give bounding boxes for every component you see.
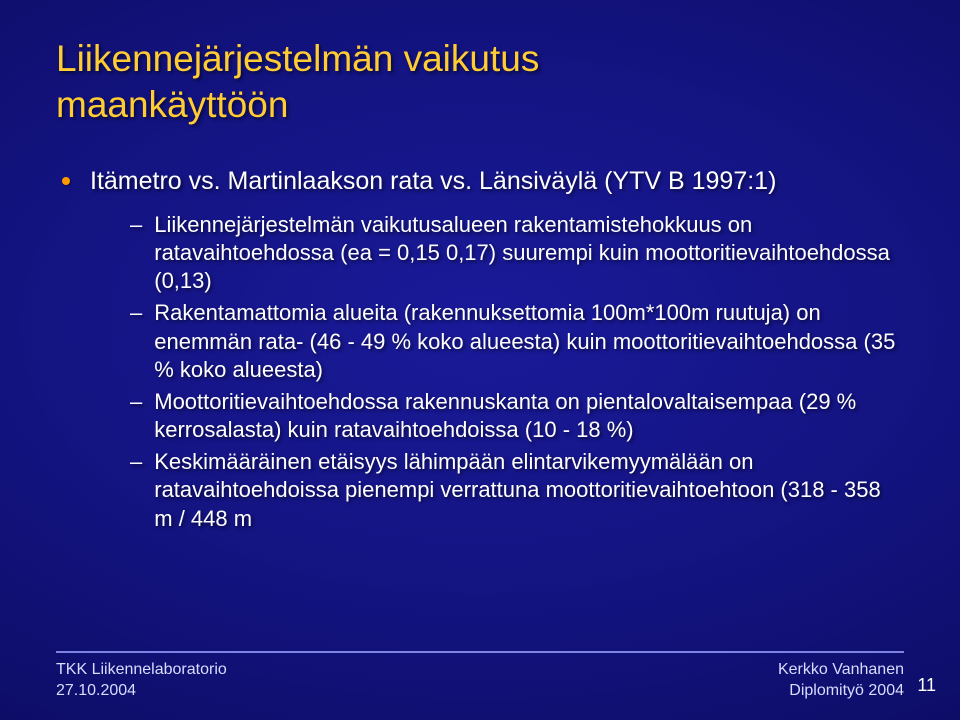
subtitle-text: Itämetro vs. Martinlaakson rata vs. Läns… — [90, 165, 776, 198]
list-item: – Liikennejärjestelmän vaikutusalueen ra… — [130, 211, 904, 295]
slide-title: Liikennejärjestelmän vaikutus maankäyttö… — [56, 36, 904, 129]
list-item: – Keskimääräinen etäisyys lähimpään elin… — [130, 448, 904, 532]
footer-work: Diplomityö 2004 — [778, 680, 904, 702]
page-number: 11 — [917, 675, 936, 696]
dash-icon: – — [130, 211, 142, 239]
footer-left: TKK Liikennelaboratorio 27.10.2004 — [56, 659, 227, 702]
subtitle-block: Itämetro vs. Martinlaakson rata vs. Läns… — [62, 165, 904, 537]
bullet-list: – Liikennejärjestelmän vaikutusalueen ra… — [130, 211, 904, 533]
footer-row: TKK Liikennelaboratorio 27.10.2004 Kerkk… — [56, 659, 904, 702]
footer-date: 27.10.2004 — [56, 680, 227, 702]
dash-icon: – — [130, 448, 142, 476]
list-item: – Rakentamattomia alueita (rakennuksetto… — [130, 299, 904, 383]
dash-icon: – — [130, 388, 142, 416]
dash-icon: – — [130, 299, 142, 327]
footer-right: Kerkko Vanhanen Diplomityö 2004 — [778, 659, 904, 702]
title-line-1: Liikennejärjestelmän vaikutus — [56, 38, 539, 79]
slide: Liikennejärjestelmän vaikutus maankäyttö… — [0, 0, 960, 720]
list-item-text: Rakentamattomia alueita (rakennuksettomi… — [154, 299, 904, 383]
footer: TKK Liikennelaboratorio 27.10.2004 Kerkk… — [0, 651, 960, 702]
list-item-text: Keskimääräinen etäisyys lähimpään elinta… — [154, 448, 904, 532]
list-item: – Moottoritievaihtoehdossa rakennuskanta… — [130, 388, 904, 444]
subtitle-bullet: Itämetro vs. Martinlaakson rata vs. Läns… — [62, 165, 904, 198]
list-item-text: Moottoritievaihtoehdossa rakennuskanta o… — [154, 388, 904, 444]
bullet-dot-icon — [62, 177, 70, 185]
footer-divider — [56, 651, 904, 653]
footer-author: Kerkko Vanhanen — [778, 659, 904, 681]
list-item-text: Liikennejärjestelmän vaikutusalueen rake… — [154, 211, 904, 295]
footer-org: TKK Liikennelaboratorio — [56, 659, 227, 681]
title-line-2: maankäyttöön — [56, 84, 288, 125]
